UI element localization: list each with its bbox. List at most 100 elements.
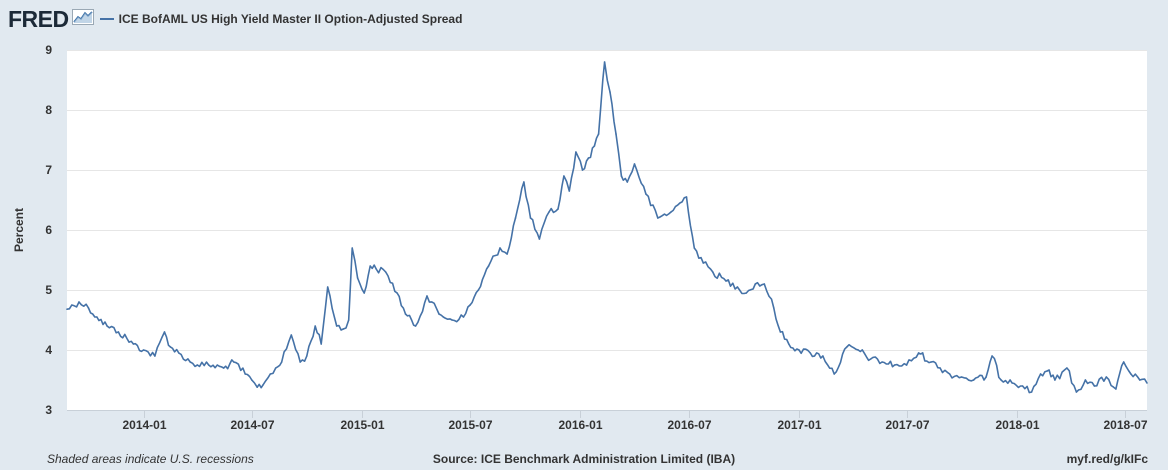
legend-swatch xyxy=(99,18,114,20)
data-point xyxy=(1115,388,1117,390)
y-tick-label: 3 xyxy=(45,403,52,417)
data-point xyxy=(320,343,323,345)
data-point xyxy=(939,367,941,369)
data-point xyxy=(106,325,108,327)
data-point xyxy=(670,211,672,213)
data-point xyxy=(347,319,350,321)
x-axis-ticks: 2014-01 2014-07 2015-01 2015-07 2016-01 2016-… xyxy=(122,410,1148,432)
data-point xyxy=(985,376,987,378)
x-tick-label: 2016-01 xyxy=(558,418,602,432)
y-tick-label: 6 xyxy=(45,223,52,237)
data-point xyxy=(274,367,277,369)
data-point xyxy=(196,364,199,366)
data-point xyxy=(626,181,629,183)
data-point xyxy=(597,133,600,135)
data-point xyxy=(414,325,417,327)
data-point xyxy=(1084,379,1087,381)
legend[interactable]: ICE BofAML US High Yield Master II Optio… xyxy=(99,12,462,26)
data-point xyxy=(1146,382,1148,384)
data-point xyxy=(593,145,596,147)
x-tick-label: 2014-07 xyxy=(230,418,274,432)
chart-header: FRED ICE BofAML US High Yield Master II … xyxy=(8,6,462,32)
data-point xyxy=(602,79,604,81)
data-point xyxy=(1030,391,1033,393)
data-point xyxy=(1000,379,1002,381)
data-point xyxy=(514,217,517,219)
data-point xyxy=(269,373,272,375)
data-point xyxy=(178,352,180,354)
data-point xyxy=(846,346,848,348)
x-tick-label: 2015-01 xyxy=(340,418,384,432)
data-point xyxy=(404,313,407,315)
data-point xyxy=(66,308,68,311)
data-point xyxy=(972,379,975,381)
data-point xyxy=(169,346,172,348)
data-point xyxy=(563,175,565,177)
data-point xyxy=(693,247,696,249)
data-point xyxy=(499,247,501,249)
x-tick-label: 2014-01 xyxy=(122,418,166,432)
data-point xyxy=(857,349,859,351)
data-point xyxy=(1009,379,1011,381)
short-url-link[interactable]: myf.red/g/kIFc xyxy=(1066,452,1148,466)
data-point xyxy=(833,373,835,375)
data-point xyxy=(396,292,398,294)
recession-note: Shaded areas indicate U.S. recessions xyxy=(47,452,254,466)
line-chart[interactable]: 3 4 5 6 7 8 9 2014-01 2014-07 2015-01 2015-07 2016… xyxy=(0,0,1168,452)
data-point xyxy=(132,343,135,345)
data-point xyxy=(290,334,293,336)
data-point xyxy=(506,253,508,255)
data-point xyxy=(1066,367,1068,369)
data-point xyxy=(1130,373,1132,375)
x-tick-label: 2016-07 xyxy=(667,418,711,432)
x-tick-label: 2017-07 xyxy=(885,418,929,432)
data-point xyxy=(78,301,80,303)
data-point xyxy=(462,316,465,318)
data-point xyxy=(798,349,800,351)
x-tick-label: 2017-01 xyxy=(777,418,821,432)
data-point xyxy=(615,133,617,135)
data-point xyxy=(375,268,378,270)
data-point xyxy=(207,364,210,366)
fred-logo-text: FRED xyxy=(8,6,69,32)
data-point xyxy=(930,361,932,363)
data-point xyxy=(1021,385,1024,387)
data-point xyxy=(575,151,577,153)
data-point xyxy=(603,61,606,63)
data-point xyxy=(1039,373,1042,375)
data-point xyxy=(117,331,120,333)
data-point xyxy=(745,292,748,294)
data-point xyxy=(685,196,688,198)
data-point xyxy=(363,292,366,294)
data-point xyxy=(548,211,550,213)
data-point xyxy=(702,262,705,264)
data-point xyxy=(1139,379,1141,381)
data-point xyxy=(244,373,246,375)
x-tick-label: 2018-07 xyxy=(1103,418,1147,432)
data-point xyxy=(469,304,471,306)
data-point xyxy=(1075,391,1078,393)
data-point xyxy=(1046,370,1048,372)
data-point xyxy=(314,325,317,327)
data-point xyxy=(87,307,90,309)
data-point xyxy=(809,352,812,354)
data-point xyxy=(754,283,757,285)
source-text: Source: ICE Benchmark Administration Lim… xyxy=(432,452,736,466)
data-point xyxy=(557,208,559,210)
data-point xyxy=(351,247,354,249)
data-point xyxy=(477,289,480,291)
data-point xyxy=(917,352,920,354)
data-point xyxy=(725,280,727,282)
data-point xyxy=(451,319,453,321)
x-tick-label: 2018-01 xyxy=(995,418,1039,432)
data-point xyxy=(881,361,883,363)
data-point xyxy=(712,271,714,273)
data-point xyxy=(306,355,308,357)
data-point xyxy=(991,355,993,357)
data-point xyxy=(189,361,191,363)
data-point xyxy=(356,277,359,279)
fred-logo[interactable]: FRED xyxy=(8,6,94,32)
data-point xyxy=(1054,379,1056,381)
data-point xyxy=(529,217,532,219)
data-point xyxy=(788,343,790,345)
